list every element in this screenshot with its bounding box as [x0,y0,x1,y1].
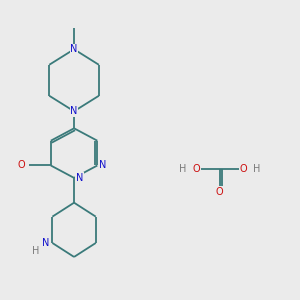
Text: H: H [253,164,261,174]
Text: H: H [32,246,39,256]
Text: O: O [193,164,200,174]
Text: N: N [42,238,49,248]
Text: O: O [239,164,247,174]
Text: O: O [18,160,25,170]
Text: H: H [179,164,186,174]
Text: N: N [70,44,78,54]
Text: O: O [216,187,224,197]
Text: N: N [76,173,83,183]
Text: N: N [70,106,78,116]
Text: N: N [99,160,106,170]
